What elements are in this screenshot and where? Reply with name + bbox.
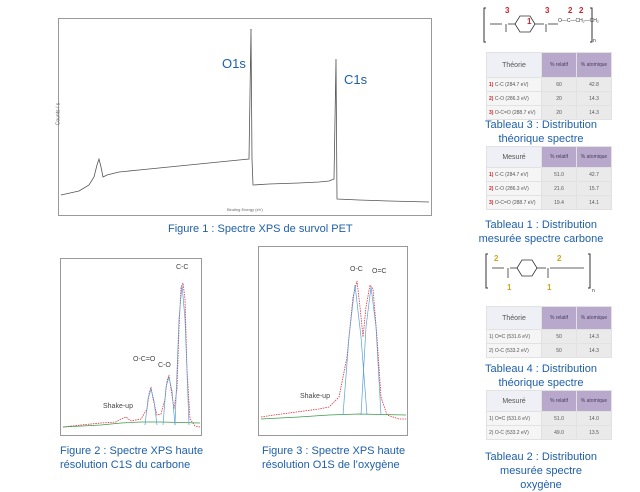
tableau4: Théorie % relatif % atomique 1) O=C (531…	[486, 306, 612, 358]
struct-bottom-num-3: 1	[547, 283, 552, 292]
tableau2-header-label: Mesuré	[486, 390, 542, 412]
figure1-spectrum	[60, 28, 430, 203]
tableau1-caption-line1: Tableau 1 : Distribution	[485, 219, 597, 231]
figure2-caption-line1: Figure 2 : Spectre XPS haute	[60, 445, 204, 457]
tableau2-col-atomique: % atomique	[576, 390, 612, 412]
table-row: 1) O=C (531.6 eV) 51.0 14.0	[486, 411, 612, 426]
figure3-caption: Figure 3 : Spectre XPS haute résolution …	[262, 444, 405, 472]
tableau4-caption-line1: Tableau 4 : Distribution	[485, 363, 597, 375]
table-row: 2) C-O (286.3 eV) 21.6 15.7	[486, 181, 612, 196]
peak-label-cc: C-C	[176, 264, 189, 271]
peak-label-oc: O-C	[350, 266, 363, 273]
xlabel-figure1: Binding Energy (eV)	[227, 207, 263, 212]
struct-top-formula: O—C—CH₂—CH₂	[558, 18, 599, 24]
struct-bottom-num-4: 2	[557, 254, 562, 263]
figure2-caption-line2: résolution C1S du carbone	[60, 459, 191, 471]
figure3-plot	[258, 246, 408, 436]
table-row: 1) C-C (284.7 eV) 60 42.8	[486, 77, 612, 92]
peak-label-c1s: C1s	[344, 72, 368, 87]
tableau1-col-atomique: % atomique	[576, 146, 612, 168]
peak-label-co: C-O	[158, 362, 171, 369]
tableau2-caption-line2: mesurée spectre oxygène	[500, 465, 582, 491]
tableau4-col-relatif: % relatif	[541, 306, 577, 330]
table-row: 3) O-C=O (288.7 eV) 19.4 14.1	[486, 195, 612, 210]
peak-label-oeqc: O=C	[372, 268, 387, 275]
tableau3-header-label: Théorie	[486, 52, 542, 78]
tableau1-col-relatif: % relatif	[541, 146, 577, 168]
tableau1-caption-line2: mesurée spectre carbone	[478, 233, 604, 245]
tableau1: Mesuré % relatif % atomique 1) C-C (284.…	[486, 146, 612, 210]
ylabel-figure1: Counts / s	[55, 102, 62, 126]
figure1-plot: Counts / s Binding Energy (eV)	[55, 18, 432, 216]
figure1-caption: Figure 1 : Spectre XPS de survol PET	[168, 223, 353, 235]
peak-label-ocoo: O-C=O	[133, 356, 156, 363]
tableau2-col-relatif: % relatif	[541, 390, 577, 412]
table-row: 2) O-C (533.2 eV) 49.0 13.5	[486, 425, 612, 440]
figure2-spectrum	[62, 281, 201, 428]
struct-bottom-subscript: n	[592, 288, 595, 294]
peak-label-shakeup-o: Shake-up	[300, 393, 330, 400]
struct-top-num-3: 3	[545, 6, 550, 15]
tableau2-caption-line1: Tableau 2 : Distribution	[485, 451, 597, 463]
peak-label-o1s: O1s	[222, 56, 246, 71]
pet-structure-top	[483, 7, 593, 43]
table-row: 3) O-C=O (288.7 eV) 20 14.3	[486, 105, 612, 120]
figure2-plot	[60, 258, 202, 436]
figure3-caption-line1: Figure 3 : Spectre XPS haute	[262, 445, 406, 457]
table-row: 1) C-C (284.7 eV) 51.0 42.7	[486, 167, 612, 182]
figure3-spectrum	[260, 280, 407, 420]
tableau1-caption: Tableau 1 : Distribution mesurée spectre…	[478, 218, 604, 246]
tableau2: Mesuré % relatif % atomique 1) O=C (531.…	[486, 390, 612, 440]
struct-top-num-1: 3	[505, 6, 510, 15]
tableau4-col-atomique: % atomique	[576, 306, 612, 330]
figure2-caption: Figure 2 : Spectre XPS haute résolution …	[60, 444, 203, 472]
struct-top-num-2: 1	[527, 17, 532, 26]
table-row: 2) O-C (533.2 eV) 50 14.3	[486, 343, 612, 358]
struct-bottom-num-1: 2	[494, 254, 499, 263]
tableau4-header-label: Théorie	[486, 306, 542, 330]
table-row: 2) C-O (286.3 eV) 20 14.3	[486, 91, 612, 106]
struct-bottom-num-2: 1	[507, 283, 512, 292]
figure3-caption-line2: résolution O1S de l’oxygène	[262, 459, 400, 471]
tableau1-header-label: Mesuré	[486, 146, 542, 168]
struct-top-num-5: 2	[579, 6, 584, 15]
struct-top-subscript: n	[593, 38, 596, 44]
pet-structure-bottom	[485, 253, 591, 289]
tableau3: Théorie % relatif % atomique 1) C-C (284…	[486, 52, 612, 120]
peak-label-shakeup-c: Shake-up	[103, 403, 133, 410]
tableau2-caption: Tableau 2 : Distribution mesurée spectre…	[478, 450, 604, 492]
tableau3-col-atomique: % atomique	[576, 52, 612, 78]
table-row: 1) O=C (531.6 eV) 50 14.3	[486, 329, 612, 344]
tableau3-caption-line1: Tableau 3 : Distribution	[485, 119, 597, 131]
tableau3-col-relatif: % relatif	[541, 52, 577, 78]
struct-top-num-4: 2	[568, 6, 573, 15]
